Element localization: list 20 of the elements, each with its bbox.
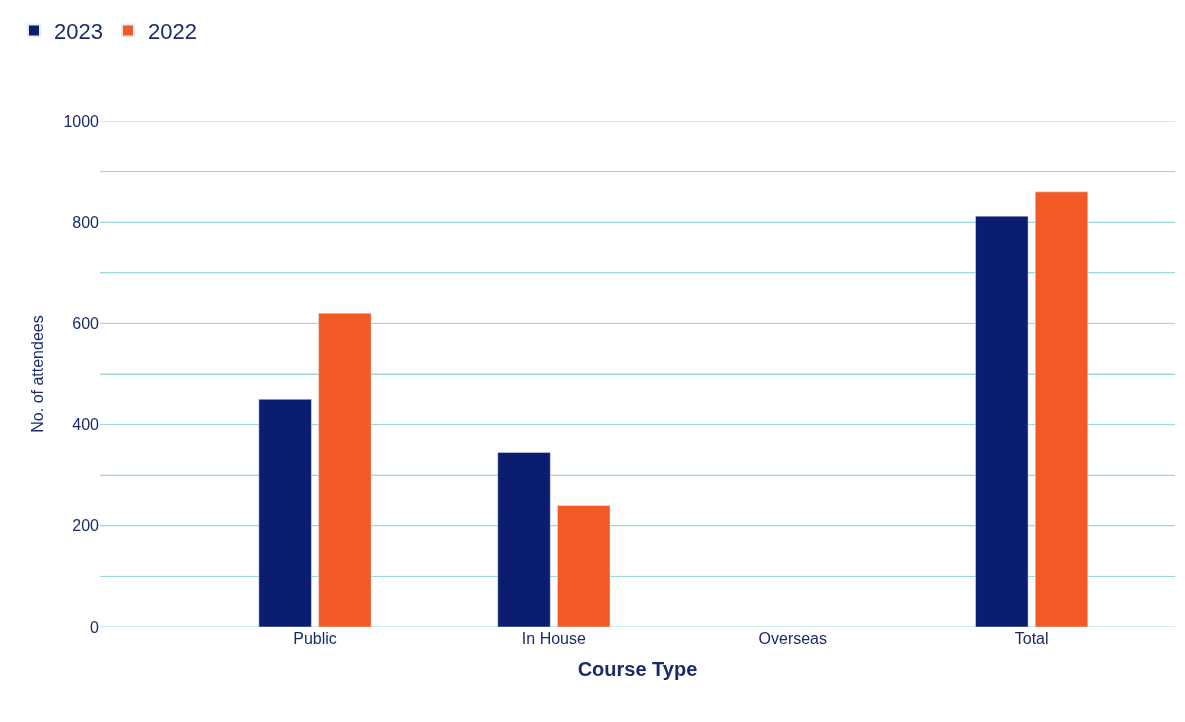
bar <box>258 399 312 627</box>
y-tick-label: 600 <box>72 315 100 332</box>
x-tick-label: Public <box>293 630 337 647</box>
legend-label: 2023 <box>54 19 103 45</box>
y-tick-label: 0 <box>90 618 100 636</box>
y-axis-title: No. of attendees <box>29 315 47 433</box>
y-tick-label: 800 <box>72 213 100 231</box>
x-tick-label: Total <box>1014 630 1049 647</box>
bar <box>1035 191 1089 627</box>
bar <box>557 505 611 627</box>
y-tick-label: 1000 <box>63 112 100 130</box>
y-tick-label: 400 <box>72 416 100 434</box>
y-tick-label: 200 <box>72 517 100 535</box>
x-tick-label: Overseas <box>758 630 828 647</box>
legend-label: 2022 <box>147 19 197 45</box>
bar <box>497 452 551 627</box>
bar <box>975 215 1029 627</box>
x-tick-label: In House <box>521 630 587 647</box>
bar <box>318 313 372 627</box>
x-axis-title: Course Type <box>577 657 698 680</box>
